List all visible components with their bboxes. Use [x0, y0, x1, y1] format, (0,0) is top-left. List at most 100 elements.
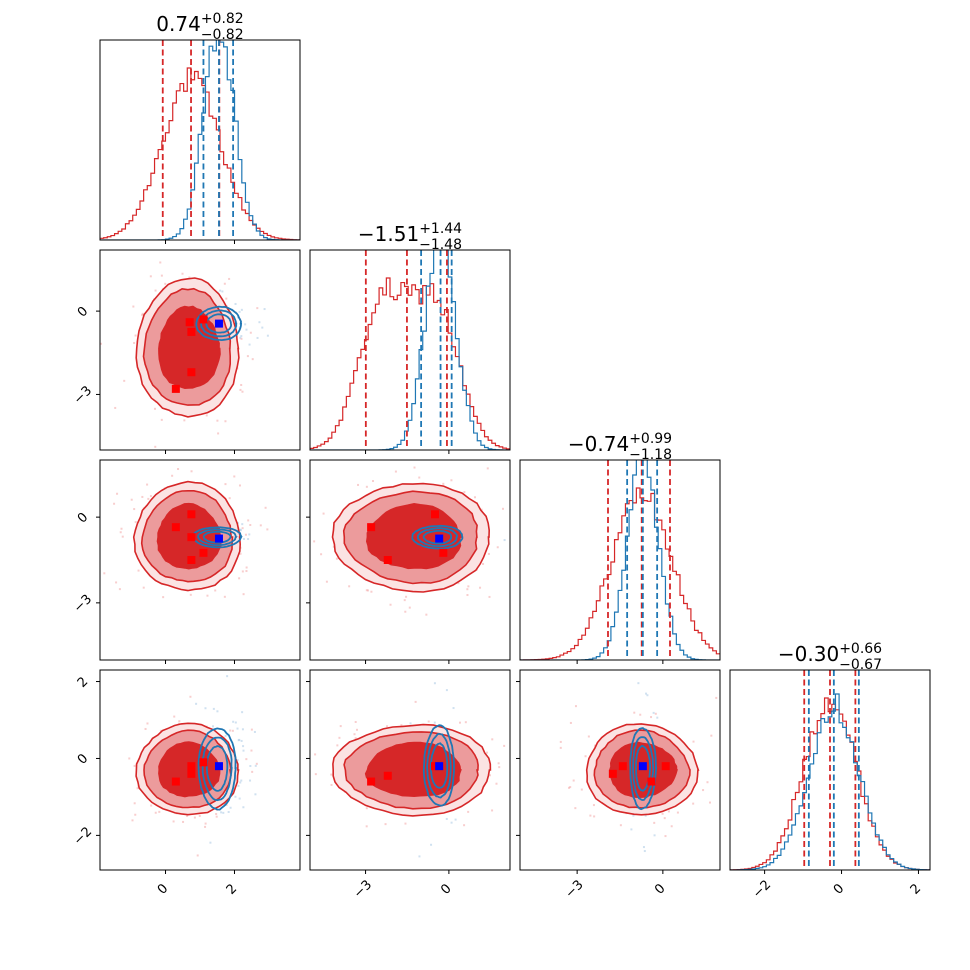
scatter-point: [365, 807, 368, 810]
scatter-point: [238, 577, 241, 580]
contour-narrow-1: [629, 727, 658, 811]
scatter-point: [569, 786, 572, 789]
scatter-point: [241, 570, 244, 573]
scatter-point: [498, 766, 501, 769]
scatter-point: [160, 274, 163, 277]
contour-narrow-1: [422, 724, 455, 807]
scatter-point: [633, 711, 636, 714]
scatter-point: [619, 824, 622, 827]
scatter-point: [584, 755, 587, 758]
scatter-point: [442, 482, 445, 485]
title-minus-error: −1.18: [629, 447, 672, 463]
scatter-point: [227, 810, 230, 813]
scatter-point: [457, 582, 460, 585]
scatter-point: [491, 738, 494, 741]
scatter-point: [254, 764, 257, 767]
scatter-point: [259, 524, 262, 527]
scatter-point: [220, 811, 223, 814]
contour-broad-inner: [365, 502, 462, 570]
scatter-point: [514, 763, 516, 765]
scatter-point: [450, 479, 453, 482]
scatter-point: [154, 445, 157, 448]
scatter-point: [224, 483, 227, 486]
scatter-point: [226, 675, 229, 678]
scatter-point: [464, 721, 467, 724]
scatter-point: [559, 740, 562, 743]
x-tick-label: 0: [652, 881, 668, 897]
scatter-point: [250, 749, 253, 752]
scatter-point: [204, 825, 207, 828]
scatter-point: [404, 822, 407, 825]
marker-point-4: [199, 758, 208, 767]
x-tick-label: −2: [750, 877, 774, 901]
scatter-point: [574, 705, 577, 708]
scatter-point: [433, 721, 436, 724]
marker-point-5: [185, 318, 194, 327]
scatter-point: [164, 282, 167, 285]
scatter-point: [338, 736, 341, 739]
panel-frame-4-3: [519, 669, 721, 871]
hist-broad-3: [520, 487, 720, 660]
scatter-point: [450, 821, 453, 824]
panel-frame-3-2: [309, 459, 511, 661]
scatter-point: [189, 593, 192, 596]
y-tick-label: 0: [75, 751, 91, 767]
scatter-point: [162, 596, 165, 599]
scatter-point: [206, 594, 209, 597]
scatter-point: [330, 783, 333, 786]
scatter-point: [133, 764, 136, 767]
scatter-point: [238, 484, 241, 487]
hist-narrow-1-line: [100, 40, 300, 240]
scatter-point: [404, 610, 407, 613]
diag-panel-1: [100, 40, 300, 240]
scatter-point: [245, 570, 248, 573]
x-tick-label: 2: [224, 881, 240, 897]
scatter-point: [133, 341, 136, 344]
scatter-point: [251, 358, 254, 361]
scatter-point: [239, 336, 242, 339]
y-tick-label: 2: [75, 674, 91, 690]
scatter-point: [247, 538, 250, 541]
scatter-point: [256, 307, 259, 310]
panel-title-1: 0.74+0.82 −0.82: [156, 11, 243, 43]
scatter-point: [217, 432, 220, 435]
scatter-point: [466, 594, 469, 597]
truth-marker: [214, 319, 223, 328]
scatter-point: [237, 784, 240, 787]
scatter-point: [418, 476, 421, 479]
scatter-point: [314, 773, 317, 776]
scatter-point: [715, 696, 718, 699]
scatter-point: [491, 809, 494, 812]
scatter-point: [225, 297, 228, 300]
scatter-point: [246, 355, 249, 358]
marker-point-3: [647, 777, 656, 786]
scatter-point: [223, 282, 226, 285]
pair-panel-4-1: [128, 675, 258, 857]
panel-frame-3-1: [99, 459, 301, 661]
scatter-point: [250, 728, 253, 731]
truth-marker: [435, 534, 444, 543]
scatter-point: [255, 762, 258, 765]
scatter-point: [241, 711, 244, 714]
scatter-point: [766, 747, 768, 749]
scatter-point: [367, 589, 370, 592]
scatter-point: [592, 804, 595, 807]
y-tick-label: −3: [71, 592, 95, 616]
panel-frame-2-1: [99, 249, 301, 451]
contour-narrow-2: [426, 732, 452, 799]
scatter-point: [244, 323, 247, 326]
scatter-point: [652, 711, 655, 714]
scatter-point: [458, 721, 461, 724]
scatter-point: [177, 468, 180, 471]
scatter-point: [400, 724, 403, 727]
scatter-point: [263, 308, 266, 311]
x-tick-label: 0: [438, 881, 454, 897]
scatter-point: [408, 606, 411, 609]
marker-point-3: [431, 762, 439, 771]
pair-panel-4-3: [559, 682, 768, 853]
scatter-point: [198, 814, 201, 817]
scatter-point: [190, 470, 193, 473]
scatter-point: [236, 759, 239, 762]
scatter-point: [159, 261, 162, 264]
truth-marker: [214, 762, 223, 771]
